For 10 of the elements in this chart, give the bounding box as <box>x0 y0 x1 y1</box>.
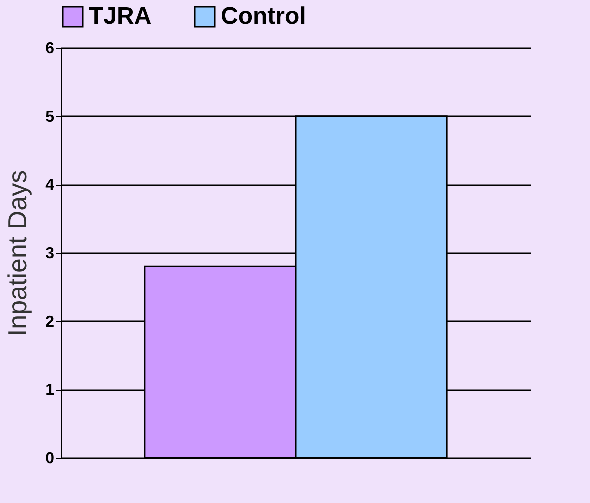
y-tick-label: 6 <box>46 40 55 58</box>
y-axis-title: Inpatient Days <box>2 170 33 337</box>
y-tick-label: 1 <box>46 382 55 400</box>
legend-label: Control <box>221 3 306 30</box>
y-tick-label: 5 <box>46 108 55 126</box>
y-tick-label: 4 <box>46 177 55 194</box>
legend-label: TJRA <box>89 3 152 30</box>
y-tick-label: 0 <box>46 450 55 468</box>
y-tick-label: 3 <box>46 246 55 262</box>
y-tick-label: 2 <box>46 314 55 331</box>
